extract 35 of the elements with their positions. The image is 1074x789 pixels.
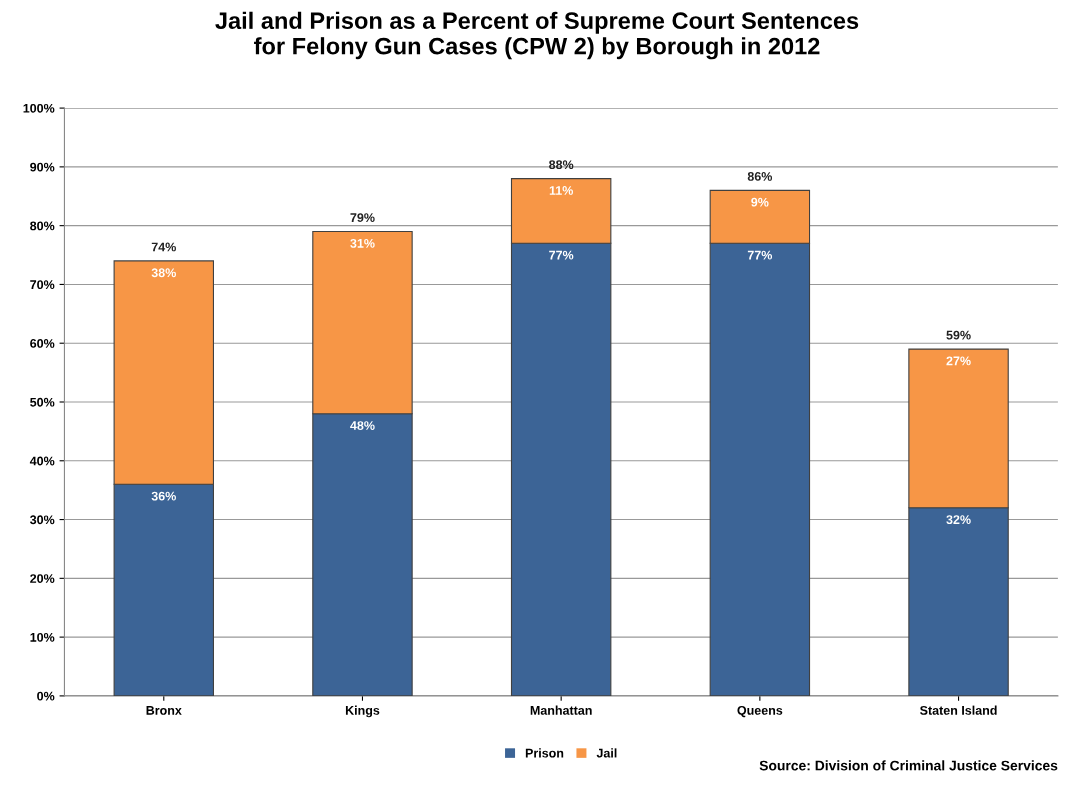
y-tick-label: 30% <box>29 515 55 525</box>
total-label: 79% <box>350 213 375 223</box>
y-tick-label: 80% <box>30 221 55 231</box>
legend-label: Prison <box>525 748 564 758</box>
y-tick-label: 100% <box>23 103 55 113</box>
total-label: 59% <box>946 330 971 340</box>
total-label: 86% <box>747 172 773 181</box>
data-label: 38% <box>151 268 176 278</box>
data-label: 77% <box>747 250 773 260</box>
y-tick-label: 10% <box>30 632 55 642</box>
total-label: 88% <box>549 160 574 170</box>
data-label: 48% <box>350 421 375 430</box>
source-note: Source: Division of Criminal Justice Services <box>759 760 1058 771</box>
x-tick-label: Staten Island <box>920 705 997 715</box>
data-label: 27% <box>946 356 971 366</box>
y-tick-label: 50% <box>30 397 55 407</box>
y-tick-label: 60% <box>30 339 55 348</box>
y-tick-label: 40% <box>29 456 55 466</box>
data-label: 36% <box>151 491 176 501</box>
x-tick-label: Manhattan <box>530 705 592 715</box>
x-tick-label: Queens <box>737 705 783 718</box>
legend-label: Jail <box>596 748 617 758</box>
y-tick-label: 90% <box>30 162 55 172</box>
x-tick-label: Kings <box>345 705 380 718</box>
data-label: 77% <box>549 250 574 260</box>
data-label: 9% <box>751 197 769 207</box>
y-tick-label: 20% <box>30 574 55 583</box>
data-label: 31% <box>350 238 375 248</box>
y-tick-label: 0% <box>37 691 55 701</box>
total-label: 74% <box>151 242 176 252</box>
chart-title: Jail and Prison as a Percent of Supreme Court Sentences for Felony Gun Cases (CPW 2) by Borough in 2012 <box>215 11 859 60</box>
data-label: 32% <box>946 515 971 525</box>
y-tick-label: 70% <box>30 280 55 290</box>
x-tick-label: Bronx <box>146 706 182 715</box>
data-label: 11% <box>549 186 573 195</box>
